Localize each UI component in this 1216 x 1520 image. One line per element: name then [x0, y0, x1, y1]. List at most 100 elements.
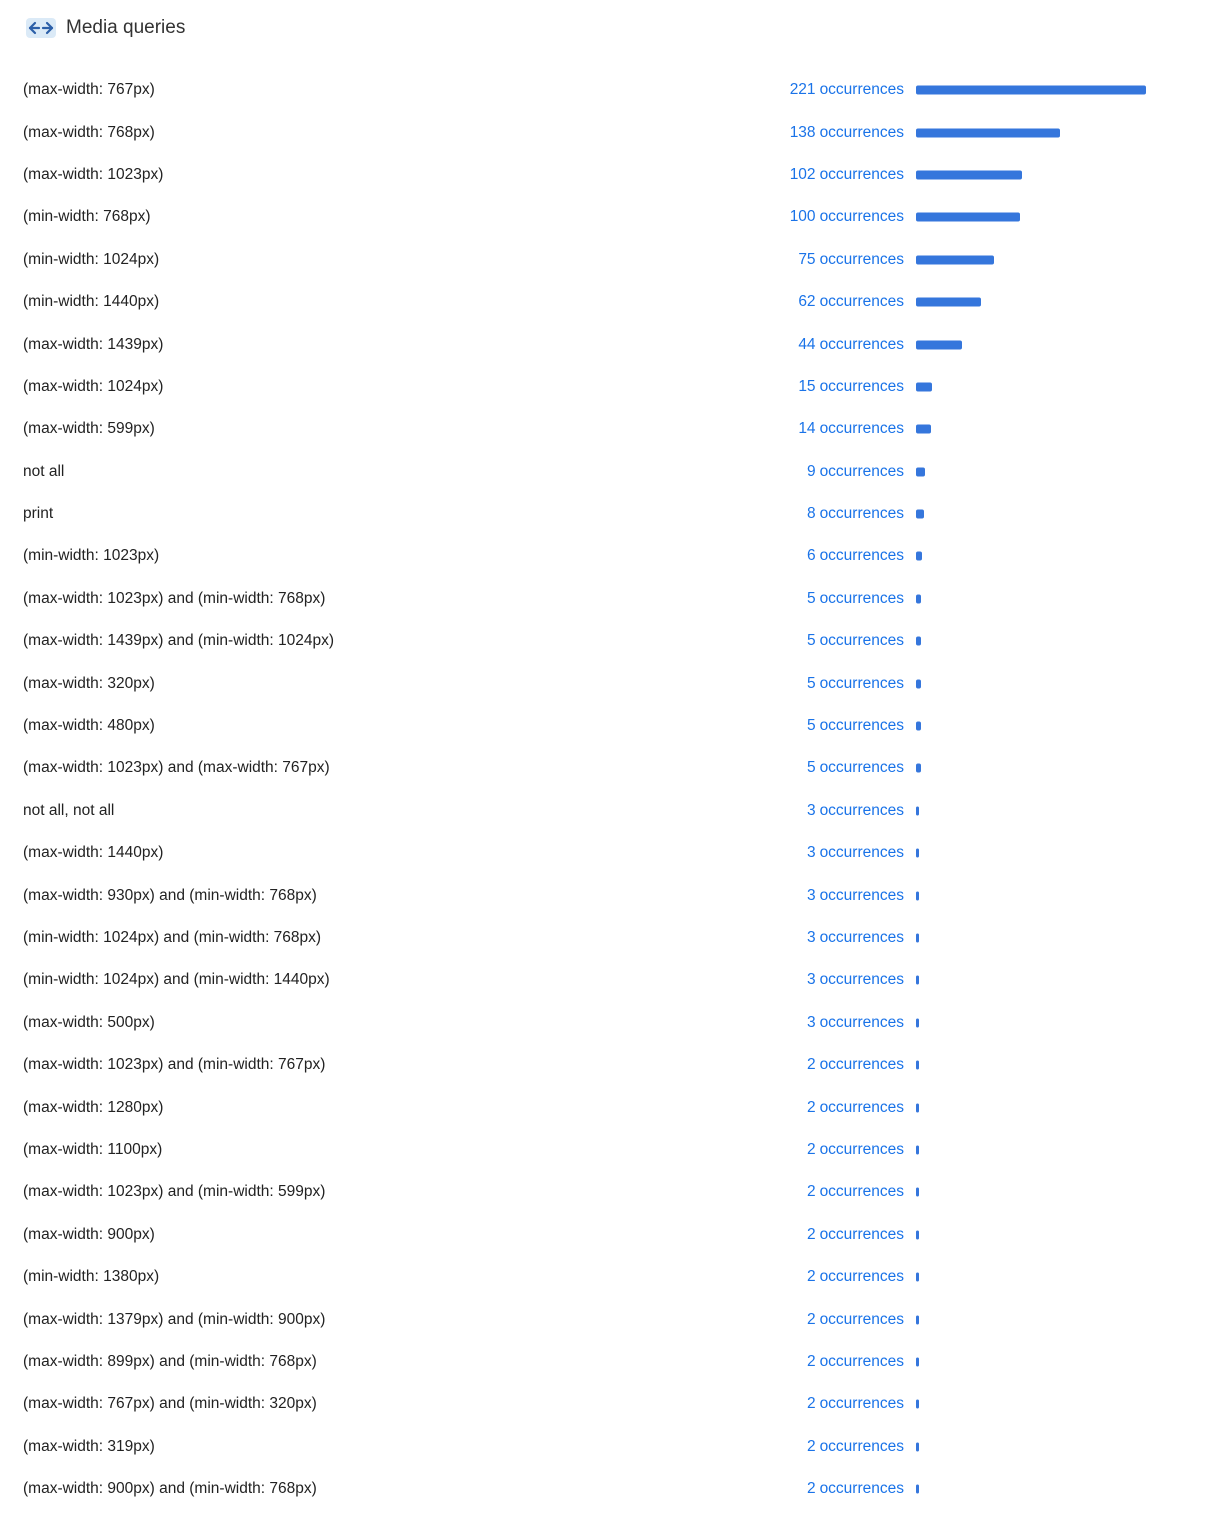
occurrences-link[interactable]: 5 occurrences	[807, 759, 904, 777]
occurrence-bar	[916, 467, 925, 477]
occurrence-count: 3	[806, 886, 816, 904]
occurrences-link[interactable]: 8 occurrences	[807, 505, 904, 523]
occurrences-link[interactable]: 2 occurrences	[807, 1480, 904, 1498]
list-item: (max-width: 599px) 14 occurrences	[23, 408, 1193, 450]
occurrence-unit: occurrences	[819, 208, 904, 226]
media-query-label: (min-width: 1440px)	[23, 293, 160, 311]
occurrences-link[interactable]: 5 occurrences	[807, 590, 904, 608]
occurrences-link[interactable]: 75 occurrences	[798, 251, 904, 269]
occurrences-link[interactable]: 102 occurrences	[790, 166, 904, 184]
occurrences-link[interactable]: 2 occurrences	[807, 1056, 904, 1074]
occurrence-bar	[916, 297, 981, 307]
section-header: Media queries	[26, 12, 185, 44]
occurrences-link[interactable]: 5 occurrences	[807, 632, 904, 650]
occurrences-link[interactable]: 14 occurrences	[798, 420, 904, 438]
occurrence-unit: occurrences	[819, 759, 904, 777]
occurrences-link[interactable]: 15 occurrences	[798, 378, 904, 396]
occurrence-bar	[916, 1357, 919, 1367]
occurrences-link[interactable]: 44 occurrences	[798, 336, 904, 354]
occurrence-unit: occurrences	[819, 1013, 904, 1031]
occurrences-link[interactable]: 3 occurrences	[807, 802, 904, 820]
occurrences-link[interactable]: 2 occurrences	[807, 1141, 904, 1159]
list-item: (min-width: 1024px) 75 occurrences	[23, 239, 1193, 281]
list-item: (min-width: 1380px) 2 occurrences	[23, 1256, 1193, 1298]
occurrences-link[interactable]: 2 occurrences	[807, 1183, 904, 1201]
occurrence-unit: occurrences	[819, 801, 904, 819]
media-query-label: (min-width: 1380px)	[23, 1268, 160, 1286]
media-query-label: (max-width: 319px)	[23, 1437, 155, 1455]
occurrences-link[interactable]: 3 occurrences	[807, 1014, 904, 1032]
media-query-label: (max-width: 1439px)	[23, 335, 164, 353]
occurrences-link[interactable]: 2 occurrences	[807, 1268, 904, 1286]
occurrence-unit: occurrences	[819, 547, 904, 565]
occurrences-link[interactable]: 2 occurrences	[807, 1311, 904, 1329]
occurrence-count: 8	[806, 505, 816, 523]
occurrence-bar	[916, 848, 919, 858]
list-item: (min-width: 1440px) 62 occurrences	[23, 281, 1193, 323]
media-query-label: (max-width: 500px)	[23, 1013, 155, 1031]
occurrence-count: 5	[806, 717, 816, 735]
occurrence-unit: occurrences	[819, 717, 904, 735]
list-item: (max-width: 1023px) 102 occurrences	[23, 154, 1193, 196]
media-query-label: (max-width: 1379px) and (min-width: 900p…	[23, 1310, 326, 1328]
occurrence-count: 100	[789, 208, 816, 226]
occurrence-count: 138	[789, 123, 816, 141]
list-item: (max-width: 319px) 2 occurrences	[23, 1426, 1193, 1468]
occurrence-bar	[916, 1272, 919, 1282]
occurrences-link[interactable]: 3 occurrences	[807, 971, 904, 989]
occurrences-link[interactable]: 3 occurrences	[807, 929, 904, 947]
occurrences-link[interactable]: 2 occurrences	[807, 1438, 904, 1456]
list-item: (max-width: 1023px) and (min-width: 768p…	[23, 578, 1193, 620]
occurrences-link[interactable]: 2 occurrences	[807, 1353, 904, 1371]
occurrence-bar	[916, 255, 994, 265]
occurrence-unit: occurrences	[819, 123, 904, 141]
occurrences-link[interactable]: 62 occurrences	[798, 293, 904, 311]
media-query-label: (max-width: 767px) and (min-width: 320px…	[23, 1395, 317, 1413]
occurrence-count: 3	[806, 844, 816, 862]
occurrences-link[interactable]: 138 occurrences	[790, 124, 904, 142]
list-item: (max-width: 1280px) 2 occurrences	[23, 1086, 1193, 1128]
occurrences-link[interactable]: 2 occurrences	[807, 1226, 904, 1244]
occurrence-unit: occurrences	[819, 420, 904, 438]
occurrence-count: 15	[798, 377, 816, 395]
occurrences-link[interactable]: 2 occurrences	[807, 1099, 904, 1117]
media-query-label: (max-width: 1023px) and (max-width: 767p…	[23, 759, 330, 777]
occurrence-unit: occurrences	[819, 674, 904, 692]
occurrences-link[interactable]: 2 occurrences	[807, 1395, 904, 1413]
occurrence-unit: occurrences	[819, 971, 904, 989]
occurrence-bar	[916, 891, 919, 901]
occurrences-link[interactable]: 5 occurrences	[807, 717, 904, 735]
list-item: (max-width: 480px) 5 occurrences	[23, 705, 1193, 747]
occurrence-count: 2	[806, 1268, 816, 1286]
occurrence-unit: occurrences	[819, 1268, 904, 1286]
media-query-label: (max-width: 900px) and (min-width: 768px…	[23, 1480, 317, 1498]
occurrence-bar	[916, 1187, 919, 1197]
occurrence-unit: occurrences	[819, 1352, 904, 1370]
media-query-label: (max-width: 320px)	[23, 674, 155, 692]
occurrences-link[interactable]: 3 occurrences	[807, 887, 904, 905]
occurrence-bar	[916, 128, 1060, 138]
section-title: Media queries	[66, 17, 186, 38]
occurrence-count: 2	[806, 1352, 816, 1370]
occurrences-link[interactable]: 221 occurrences	[790, 81, 904, 99]
occurrences-link[interactable]: 5 occurrences	[807, 675, 904, 693]
occurrences-link[interactable]: 3 occurrences	[807, 844, 904, 862]
occurrence-count: 221	[789, 81, 816, 99]
occurrence-unit: occurrences	[819, 929, 904, 946]
media-query-label: (max-width: 1024px)	[23, 377, 164, 395]
media-query-label: (max-width: 1023px) and (min-width: 599p…	[23, 1183, 326, 1201]
media-query-label: (max-width: 1023px) and (min-width: 767p…	[23, 1056, 326, 1074]
list-item: (max-width: 1023px) and (max-width: 767p…	[23, 747, 1193, 789]
occurrence-bar	[916, 594, 921, 604]
occurrences-link[interactable]: 6 occurrences	[807, 547, 904, 565]
occurrence-unit: occurrences	[819, 250, 904, 268]
list-item: (max-width: 1440px) 3 occurrences	[23, 832, 1193, 874]
media-query-label: (min-width: 1024px) and (min-width: 1440…	[23, 971, 330, 989]
occurrence-bar	[916, 636, 921, 646]
occurrences-link[interactable]: 100 occurrences	[790, 208, 904, 226]
occurrences-link[interactable]: 9 occurrences	[807, 463, 904, 481]
media-query-label: (max-width: 899px) and (min-width: 768px…	[23, 1352, 317, 1370]
media-query-label: (min-width: 1023px)	[23, 547, 160, 565]
occurrence-unit: occurrences	[819, 886, 904, 904]
media-query-label: (max-width: 1023px)	[23, 165, 164, 183]
